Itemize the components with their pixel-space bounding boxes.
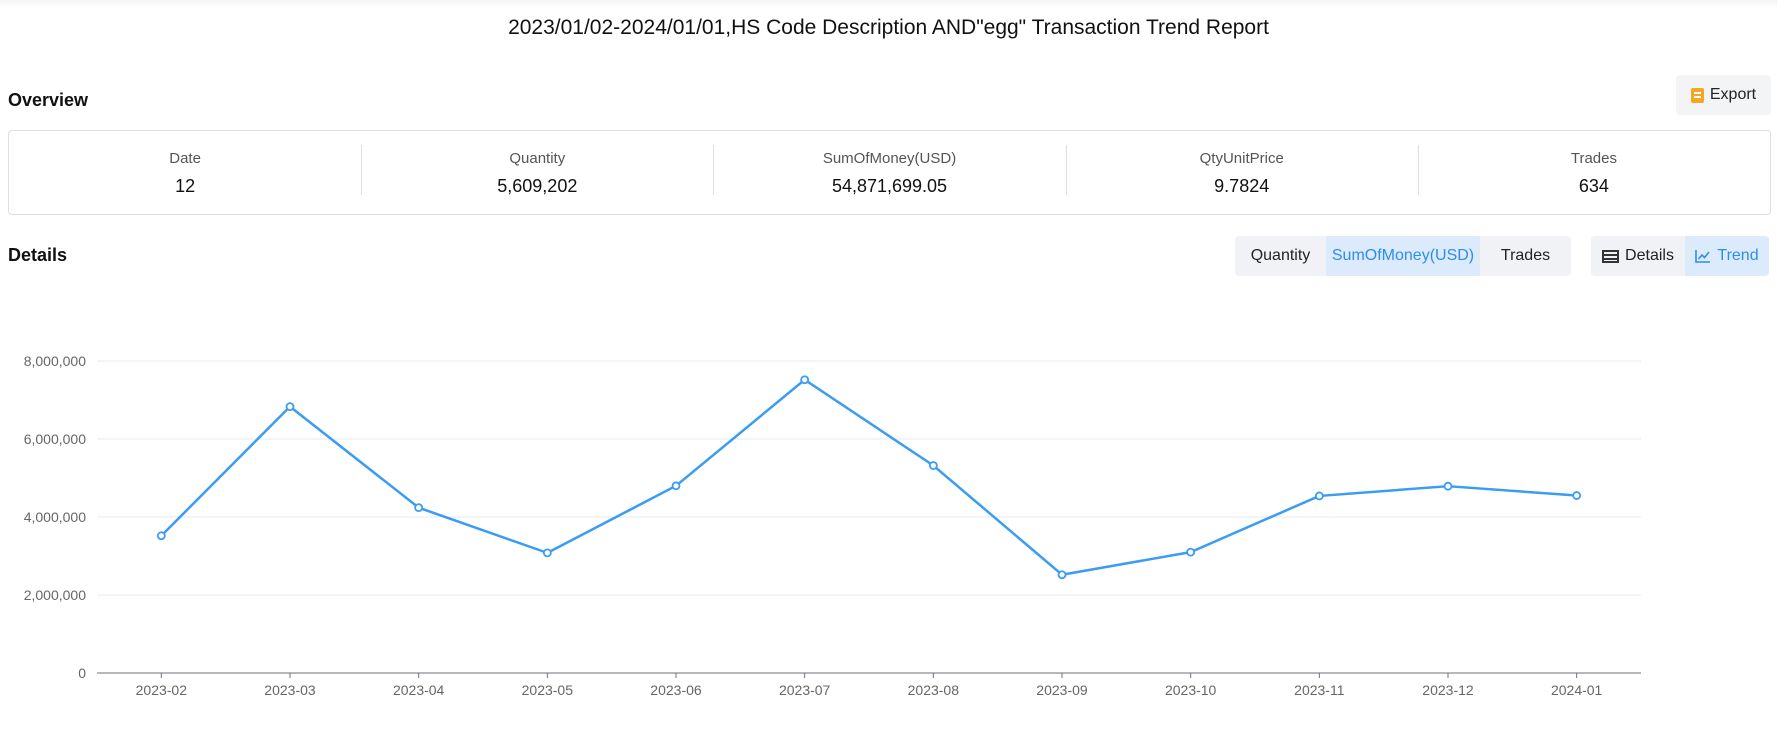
export-button[interactable]: Export [1676,75,1771,115]
stat-label: SumOfMoney(USD) [822,150,957,167]
stat-value: 634 [1578,176,1609,196]
data-point[interactable] [800,375,810,385]
top-shadow-bar [0,0,1777,8]
y-tick-label: 8,000,000 [24,353,86,369]
stat-trades: Trades 634 [1417,131,1770,214]
tab-sum-of-money[interactable]: SumOfMoney(USD) [1326,236,1480,276]
y-tick-label: 4,000,000 [24,509,86,525]
x-tick-label: 2023-10 [1165,682,1217,698]
stat-sum-of-money: SumOfMoney(USD) 54,871,699.05 [713,131,1065,214]
stat-value: 54,871,699.05 [831,176,948,196]
stat-label: Trades [1570,150,1617,167]
stat-label: Quantity [509,150,566,167]
data-point[interactable] [928,461,938,470]
stat-value: 12 [175,176,196,196]
stat-label: QtyUnitPrice [1199,150,1284,167]
chart-x-axis: 2023-02 2023-03 2023-04 2023-05 2023-06 2023-… [136,673,1603,698]
data-point[interactable] [285,402,295,412]
view-tab-group: Details Trend [1591,236,1769,276]
tab-trades[interactable]: Trades [1500,247,1551,264]
stat-label: Date [169,150,201,167]
y-tick-label: 6,000,000 [24,431,86,447]
y-tick-label: 0 [78,665,86,681]
overview-stats-panel: Date 12 Quantity 5,609,202 SumOfMoney(US… [8,130,1771,215]
data-point[interactable] [1057,570,1067,580]
data-point[interactable] [1314,491,1324,501]
tab-trend-label: Trend [1717,247,1759,264]
stat-value: 9.7824 [1214,176,1270,196]
x-tick-label: 2023-04 [393,682,445,698]
x-tick-label: 2024-01 [1551,682,1603,698]
stat-qty-unit-price: QtyUnitPrice 9.7824 [1065,131,1418,214]
export-label: Export [1709,86,1757,103]
x-tick-label: 2023-05 [522,682,574,698]
x-tick-label: 2023-12 [1422,682,1474,698]
chart-points [156,375,1582,580]
x-tick-label: 2023-07 [779,682,831,698]
chart-y-axis: 0 2,000,000 4,000,000 6,000,000 8,000,000 [24,353,87,681]
tab-trend-view[interactable]: Trend [1685,236,1769,276]
chart-gridlines [97,360,1641,674]
data-point[interactable] [542,548,552,558]
overview-heading: Overview [8,90,89,110]
table-icon [1602,249,1620,263]
data-point[interactable] [414,503,424,513]
data-point[interactable] [1186,547,1196,557]
tab-quantity[interactable]: Quantity [1250,247,1311,264]
data-point[interactable] [671,481,681,491]
stat-value: 5,609,202 [497,176,578,196]
x-tick-label: 2023-08 [908,682,960,698]
stat-date: Date 12 [9,131,361,214]
data-point[interactable] [1572,491,1582,500]
x-tick-label: 2023-02 [136,682,188,698]
data-point[interactable] [1443,481,1453,491]
x-tick-label: 2023-09 [1036,682,1088,698]
metric-tab-group: Quantity SumOfMoney(USD) Trades [1235,236,1571,276]
x-tick-label: 2023-06 [650,682,702,698]
x-tick-label: 2023-11 [1294,682,1345,698]
line-chart-icon [1695,250,1711,263]
report-title: 2023/01/02-2024/01/01,HS Code Descriptio… [508,16,1269,39]
stat-quantity: Quantity 5,609,202 [361,131,713,214]
trend-chart: 0 2,000,000 4,000,000 6,000,000 8,000,000 20… [24,353,1641,698]
tab-details-label: Details [1625,247,1674,264]
y-tick-label: 2,000,000 [24,587,86,603]
details-heading: Details [8,245,68,265]
series-line [160,378,1577,576]
x-tick-label: 2023-03 [264,682,316,698]
export-icon [1690,87,1704,103]
data-point[interactable] [156,531,166,541]
tab-details-view[interactable]: Details [1591,236,1685,276]
chart-series-line [160,378,1577,576]
